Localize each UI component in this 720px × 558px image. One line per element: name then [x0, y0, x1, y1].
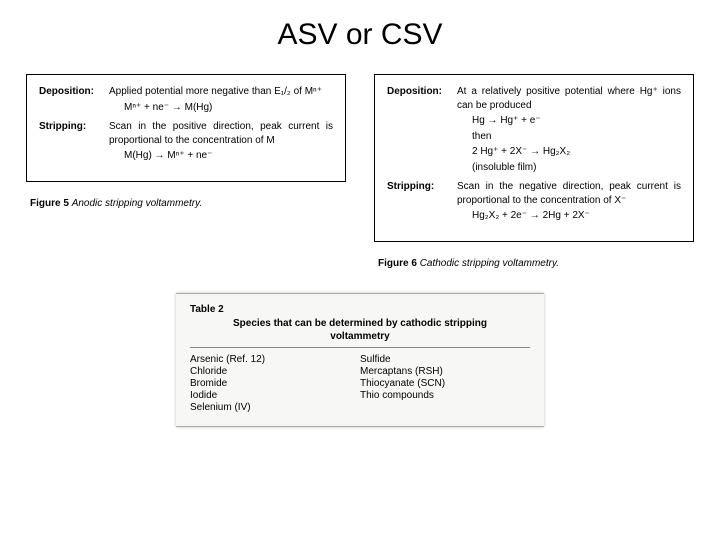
- box-csv: Deposition: At a relatively positive pot…: [374, 74, 694, 242]
- asv-stripping: Stripping: Scan in the positive directio…: [39, 120, 333, 163]
- asv-strip-label: Stripping:: [39, 120, 109, 163]
- page-title: ASV or CSV: [0, 18, 720, 52]
- asv-deposition: Deposition: Applied potential more negat…: [39, 85, 333, 114]
- box-asv: Deposition: Applied potential more negat…: [26, 74, 346, 182]
- csv-strip-text: Scan in the negative direction, peak cur…: [457, 181, 681, 206]
- asv-dep-text: Applied potential more negative than E₁/…: [109, 86, 322, 97]
- asv-strip-body: Scan in the positive direction, peak cur…: [109, 120, 333, 163]
- asv-dep-body: Applied potential more negative than E₁/…: [109, 85, 333, 114]
- species-item: Selenium (IV): [190, 402, 360, 413]
- species-item: Bromide: [190, 378, 360, 389]
- species-item: Arsenic (Ref. 12): [190, 354, 360, 365]
- csv-dep-note: (insoluble film): [472, 161, 681, 175]
- table-col-2: Sulfide Mercaptans (RSH) Thiocyanate (SC…: [360, 354, 530, 414]
- caption-asv: Figure 5 Anodic stripping voltammetry.: [26, 198, 346, 209]
- table-divider: [190, 347, 530, 348]
- csv-strip-body: Scan in the negative direction, peak cur…: [457, 180, 681, 223]
- csv-dep-then: then: [472, 130, 681, 144]
- csv-dep-eq2: 2 Hg⁺ + 2X⁻ → Hg₂X₂: [472, 145, 681, 159]
- table-col-1: Arsenic (Ref. 12) Chloride Bromide Iodid…: [190, 354, 360, 414]
- asv-strip-text: Scan in the positive direction, peak cur…: [109, 121, 333, 146]
- species-item: Thio compounds: [360, 390, 530, 401]
- csv-strip-label: Stripping:: [387, 180, 457, 223]
- table-box: Table 2 Species that can be determined b…: [176, 293, 544, 427]
- csv-dep-text: At a relatively positive potential where…: [457, 86, 681, 111]
- species-item: Chloride: [190, 366, 360, 377]
- csv-dep-label: Deposition:: [387, 85, 457, 174]
- table-wrap: Table 2 Species that can be determined b…: [0, 293, 720, 427]
- caption-asv-rest: Anodic stripping voltammetry.: [72, 198, 202, 209]
- species-item: Thiocyanate (SCN): [360, 378, 530, 389]
- species-item: Mercaptans (RSH): [360, 366, 530, 377]
- caption-asv-strong: Figure 5: [30, 198, 69, 209]
- caption-csv-strong: Figure 6: [378, 258, 417, 269]
- panels-row: Deposition: Applied potential more negat…: [0, 74, 720, 275]
- csv-dep-body: At a relatively positive potential where…: [457, 85, 681, 174]
- csv-dep-eq1: Hg → Hg⁺ + e⁻: [472, 114, 681, 128]
- asv-dep-eq: Mⁿ⁺ + ne⁻ → M(Hg): [124, 101, 333, 115]
- caption-csv: Figure 6 Cathodic stripping voltammetry.: [374, 258, 694, 269]
- species-item: Sulfide: [360, 354, 530, 365]
- caption-csv-rest: Cathodic stripping voltammetry.: [420, 258, 559, 269]
- csv-stripping: Stripping: Scan in the negative directio…: [387, 180, 681, 223]
- csv-deposition: Deposition: At a relatively positive pot…: [387, 85, 681, 174]
- panel-asv: Deposition: Applied potential more negat…: [26, 74, 346, 275]
- asv-dep-label: Deposition:: [39, 85, 109, 114]
- table-title: Species that can be determined by cathod…: [210, 317, 510, 343]
- csv-strip-eq: Hg₂X₂ + 2e⁻ → 2Hg + 2X⁻: [472, 209, 681, 223]
- species-item: Iodide: [190, 390, 360, 401]
- table-columns: Arsenic (Ref. 12) Chloride Bromide Iodid…: [190, 354, 530, 414]
- asv-strip-eq: M(Hg) → Mⁿ⁺ + ne⁻: [124, 149, 333, 163]
- table-label: Table 2: [190, 304, 530, 315]
- panel-csv: Deposition: At a relatively positive pot…: [374, 74, 694, 275]
